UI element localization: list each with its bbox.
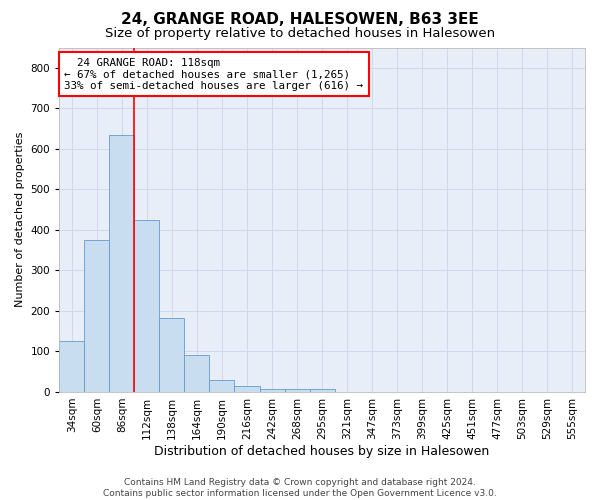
Bar [209, 380, 235, 392]
Bar [160, 318, 184, 392]
Text: 24, GRANGE ROAD, HALESOWEN, B63 3EE: 24, GRANGE ROAD, HALESOWEN, B63 3EE [121, 12, 479, 28]
Bar [235, 386, 260, 392]
Bar [59, 342, 84, 392]
Text: 24 GRANGE ROAD: 118sqm
← 67% of detached houses are smaller (1,265)
33% of semi-: 24 GRANGE ROAD: 118sqm ← 67% of detached… [64, 58, 364, 91]
Text: Contains HM Land Registry data © Crown copyright and database right 2024.
Contai: Contains HM Land Registry data © Crown c… [103, 478, 497, 498]
Bar [109, 134, 134, 392]
X-axis label: Distribution of detached houses by size in Halesowen: Distribution of detached houses by size … [154, 444, 490, 458]
Bar [284, 388, 310, 392]
Bar [260, 388, 284, 392]
Bar [84, 240, 109, 392]
Bar [310, 388, 335, 392]
Bar [184, 356, 209, 392]
Y-axis label: Number of detached properties: Number of detached properties [15, 132, 25, 308]
Bar [134, 220, 160, 392]
Text: Size of property relative to detached houses in Halesowen: Size of property relative to detached ho… [105, 28, 495, 40]
